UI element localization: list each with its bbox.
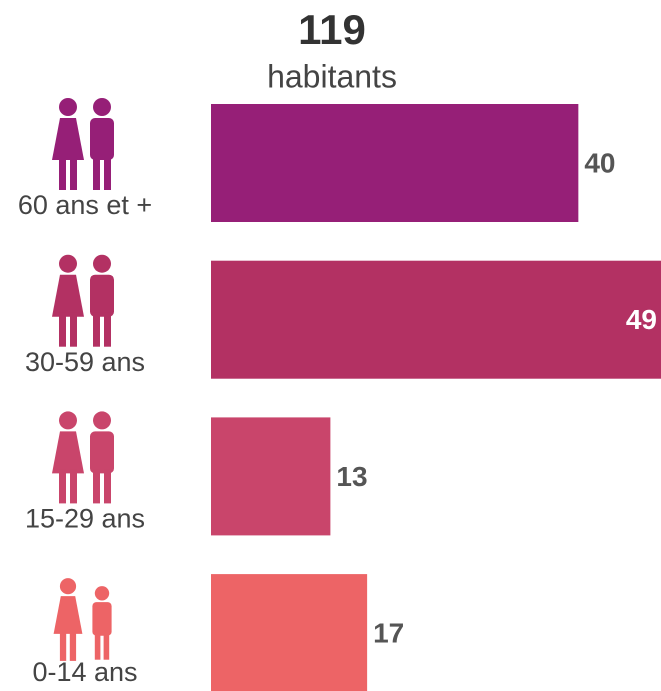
- icon-leg: [104, 312, 111, 347]
- icon: [52, 98, 114, 190]
- icon: [52, 411, 114, 504]
- icon-leg: [93, 312, 100, 347]
- icon-leg: [70, 156, 77, 190]
- bar: [211, 104, 579, 222]
- category-label: 60 ans et +: [18, 190, 152, 220]
- icon-leg: [104, 156, 111, 190]
- bar: [211, 417, 331, 536]
- icon-body: [52, 118, 84, 160]
- icon-leg: [103, 632, 110, 660]
- icon-leg: [93, 469, 100, 504]
- icon-head: [93, 411, 111, 430]
- icon-leg: [93, 156, 100, 190]
- icon-head: [93, 254, 111, 273]
- icon-leg: [70, 312, 77, 347]
- icon: [52, 254, 114, 347]
- value-label: 49: [626, 304, 657, 335]
- icon-body: [52, 431, 84, 474]
- icon-body: [90, 274, 114, 317]
- icon-leg: [104, 469, 111, 504]
- bar: [211, 574, 368, 691]
- icon-body: [90, 118, 114, 160]
- icon-head: [59, 98, 77, 116]
- category-label: 0-14 ans: [32, 657, 137, 687]
- icon-leg: [59, 630, 67, 661]
- icon-leg: [94, 632, 101, 660]
- icon-body: [90, 431, 114, 474]
- icon-head: [59, 411, 77, 430]
- value-label: 17: [373, 617, 404, 648]
- icon-body: [92, 602, 112, 636]
- icon-body: [52, 274, 84, 317]
- bar: [211, 260, 661, 379]
- icon-head: [59, 254, 77, 273]
- icon-head: [94, 586, 110, 601]
- icon-leg: [70, 469, 77, 504]
- icon-leg: [69, 630, 77, 661]
- chart-title: 119: [298, 6, 366, 53]
- category-label: 30-59 ans: [25, 347, 145, 377]
- category-label: 15-29 ans: [25, 504, 145, 534]
- icon-leg: [59, 469, 66, 504]
- icon-head: [93, 98, 111, 116]
- value-label: 13: [336, 461, 367, 492]
- icon-head: [59, 578, 77, 595]
- chart-subtitle: habitants: [267, 58, 397, 94]
- icon-body: [53, 596, 83, 634]
- icon-leg: [59, 156, 66, 190]
- value-label: 40: [584, 147, 615, 178]
- icon: [53, 578, 112, 661]
- icon-leg: [59, 312, 66, 347]
